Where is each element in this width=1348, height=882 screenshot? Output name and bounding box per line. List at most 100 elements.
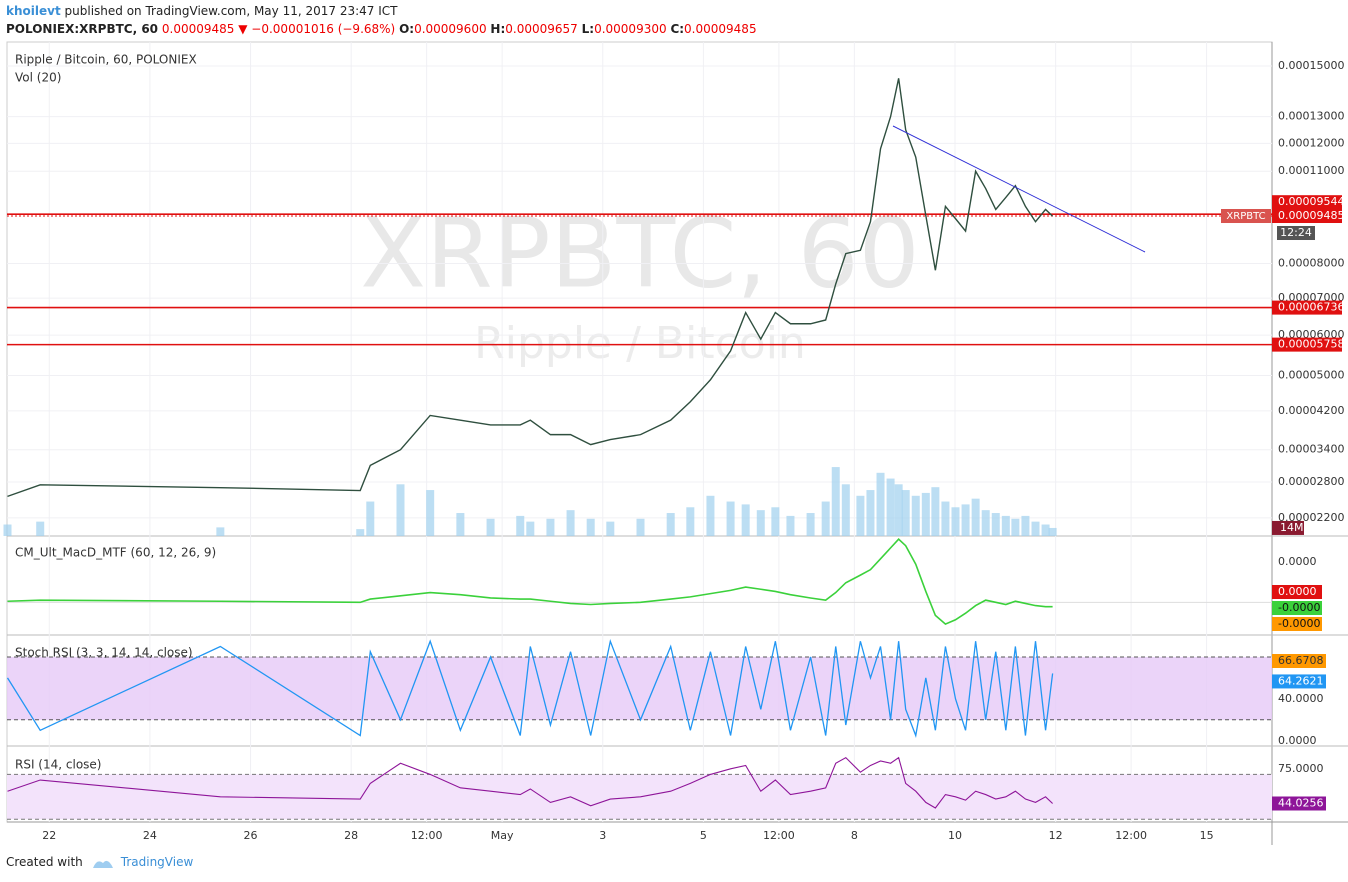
x-tick-label: 3 (599, 829, 606, 842)
volume-bar (894, 484, 903, 536)
macd-label: 0.0000 (1278, 585, 1317, 598)
volume-bar (971, 498, 980, 536)
volume-bar (516, 515, 525, 536)
volume-bar (526, 521, 535, 536)
level-label: 0.00009544 (1278, 195, 1344, 208)
macd-label: -0.0000 (1278, 601, 1320, 614)
x-tick-label: May (491, 829, 514, 842)
author[interactable]: khoilevt (6, 4, 61, 18)
rsi-line (7, 756, 1053, 809)
x-tick-label: 26 (244, 829, 258, 842)
volume-bar (726, 501, 735, 536)
x-tick-label: 5 (700, 829, 707, 842)
volume-bar (991, 513, 1000, 536)
volume-bar (546, 518, 555, 536)
y-tick-label: 0.00011000 (1278, 164, 1344, 177)
stoch-d-label: 66.6708 (1278, 654, 1324, 667)
volume-bar (866, 490, 875, 536)
x-tick-label: 12:00 (763, 829, 795, 842)
volume-bar (426, 490, 435, 536)
volume-bar (786, 515, 795, 536)
volume-bar (216, 527, 225, 536)
macd-tag (1272, 585, 1322, 599)
level-label: 0.00005758 (1278, 338, 1344, 351)
y-tick-label: 0.00013000 (1278, 110, 1344, 123)
ohlc: O:0.00009600 H:0.00009657 L:0.00009300 C… (399, 22, 757, 36)
stoch-k-label: 64.2621 (1278, 674, 1324, 687)
volume-bar (876, 472, 885, 536)
level-tag (1272, 195, 1342, 210)
created-with: Created with (6, 855, 83, 869)
volume-bar (486, 518, 495, 536)
watermark-name: Ripple / Bitcoin (474, 318, 806, 369)
symbol-tag: XRPBTC (1226, 211, 1265, 222)
stoch-d-tag (1272, 654, 1326, 668)
volume-bar (1031, 521, 1040, 536)
volume-bar (756, 510, 765, 536)
volume-tag (1272, 520, 1304, 535)
ohlc-key: L: (581, 22, 595, 36)
level-tag (1272, 300, 1342, 315)
publish-line: khoilevt published on TradingView.com, M… (6, 2, 757, 20)
volume-bar (806, 513, 815, 536)
brand-logo (92, 860, 113, 868)
last-price: 0.00009485 (161, 22, 235, 36)
x-tick-label: 15 (1200, 829, 1214, 842)
ohlc-value: 0.00009300 (594, 22, 667, 36)
volume-bar (931, 487, 940, 536)
macd-label: -0.0000 (1278, 617, 1320, 630)
volume-bar (566, 510, 575, 536)
x-tick-label: 10 (948, 829, 962, 842)
x-tick-label: 12:00 (1115, 829, 1147, 842)
stoch-tick-label: 40.0000 (1278, 692, 1324, 705)
y-tick-label: 0.00003400 (1278, 443, 1344, 456)
stoch-k-line (6, 638, 1054, 738)
stoch-tick-label: 0.0000 (1278, 734, 1317, 747)
volume-bar (706, 495, 715, 536)
volume-bar (831, 467, 840, 536)
current-price-label: 0.00009485 (1278, 209, 1344, 222)
ohlc-key: O: (399, 22, 415, 36)
down-arrow: ▼ (238, 22, 248, 36)
volume-bar (821, 501, 830, 536)
volume-bar (911, 495, 920, 536)
volume-bar (901, 490, 910, 536)
ohlc-value: 0.00009657 (505, 22, 578, 36)
brand[interactable]: TradingView (120, 855, 194, 869)
stoch-k-tag (1272, 674, 1326, 689)
volume-bar (1041, 524, 1050, 536)
volume-bar (1011, 518, 1020, 536)
volume-bar (1048, 527, 1057, 536)
chart-layer: 22 24 26 28 12:00 May 3 5 12:00 8 10 12 12:00 15 0.000… (3, 42, 1344, 842)
symbol: POLONIEX:XRPBTC, 60 (6, 22, 159, 36)
countdown-box (1277, 226, 1315, 241)
symbol-tag-box (1221, 209, 1271, 224)
volume-bar (841, 484, 850, 536)
volume-bar (941, 501, 950, 536)
countdown: 12:24 (1280, 226, 1312, 239)
publish-info: published on TradingView.com, May 11, 20… (64, 4, 398, 18)
x-tick-label: 12:00 (411, 829, 443, 842)
x-tick-label: 24 (143, 829, 157, 842)
volume-bar (456, 513, 465, 536)
macd-label: 0.0000 (1278, 555, 1317, 568)
main-title: Ripple / Bitcoin, 60, POLONIEX (15, 53, 197, 67)
y-tick-label: 0.00015000 (1278, 59, 1344, 72)
x-tick-label: 28 (344, 829, 358, 842)
volume-bar (741, 504, 750, 536)
volume-bar (1001, 515, 1010, 536)
y-tick-label: 0.00004200 (1278, 404, 1344, 417)
volume-bar (36, 521, 45, 536)
ohlc-key: C: (670, 22, 685, 36)
rsi-label: 44.0256 (1278, 797, 1324, 810)
volume-bar (366, 501, 375, 536)
rsi-title: RSI (14, close) (15, 758, 101, 772)
volume-bar (951, 507, 960, 536)
x-tick-label: 12 (1049, 829, 1063, 842)
volume-bar (586, 518, 595, 536)
volume-bar (356, 529, 365, 536)
macd-title: CM_Ult_MacD_MTF (60, 12, 26, 9) (15, 546, 216, 560)
trend-line (892, 125, 1146, 253)
ohlc-value: 0.00009600 (414, 22, 487, 36)
y-tick-label: 0.00008000 (1278, 257, 1344, 270)
